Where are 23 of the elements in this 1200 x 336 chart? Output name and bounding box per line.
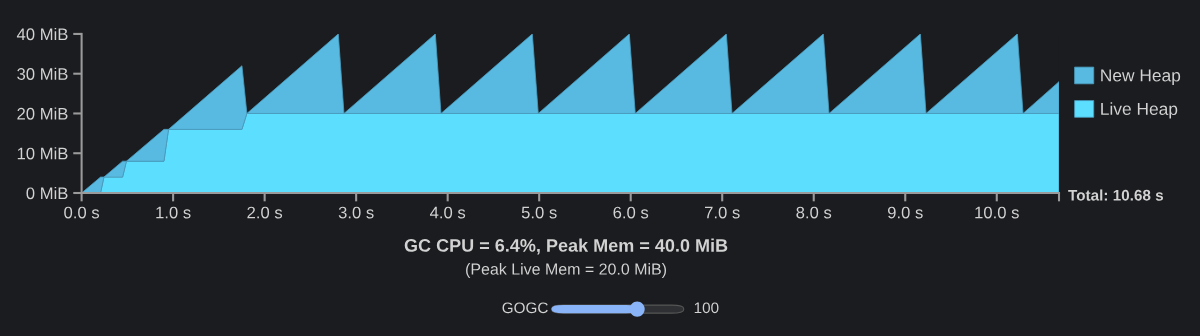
x-tick-label: 9.0 s — [887, 206, 923, 219]
x-tick-label: 3.0 s — [338, 206, 374, 219]
x-tick-label: 0.0 s — [64, 206, 100, 219]
text: Total: 10.68 s — [1068, 189, 1164, 201]
x-tick-label: 10.0 s — [975, 206, 1019, 219]
y-tick-label: 10 MiB — [17, 147, 68, 160]
y-tick-label: 20 MiB — [17, 107, 68, 120]
legend-label: Live Heap — [1101, 102, 1178, 119]
y-tick-label: 30 MiB — [17, 67, 68, 80]
text: GOGC — [502, 302, 548, 314]
x-tick-label: 2.0 s — [247, 206, 283, 219]
text: (Peak Live Mem = 20.0 MiB) — [466, 263, 667, 278]
text: 100 — [694, 302, 719, 314]
x-tick-label: 6.0 s — [613, 206, 649, 219]
x-tick-label: 4.0 s — [429, 206, 466, 219]
x-tick-label: 8.0 s — [796, 206, 832, 219]
x-tick-label: 5.0 s — [521, 206, 557, 219]
y-tick-label: 0 MiB — [26, 186, 68, 200]
x-tick-label: 7.0 s — [705, 206, 740, 219]
text: GC CPU = 6.4%, Peak Mem = 40.0 MiB — [404, 238, 728, 255]
y-tick-label: 40 MiB — [16, 27, 68, 41]
x-tick-label: 1.0 s — [156, 206, 191, 219]
legend-label: New Heap — [1101, 69, 1181, 85]
